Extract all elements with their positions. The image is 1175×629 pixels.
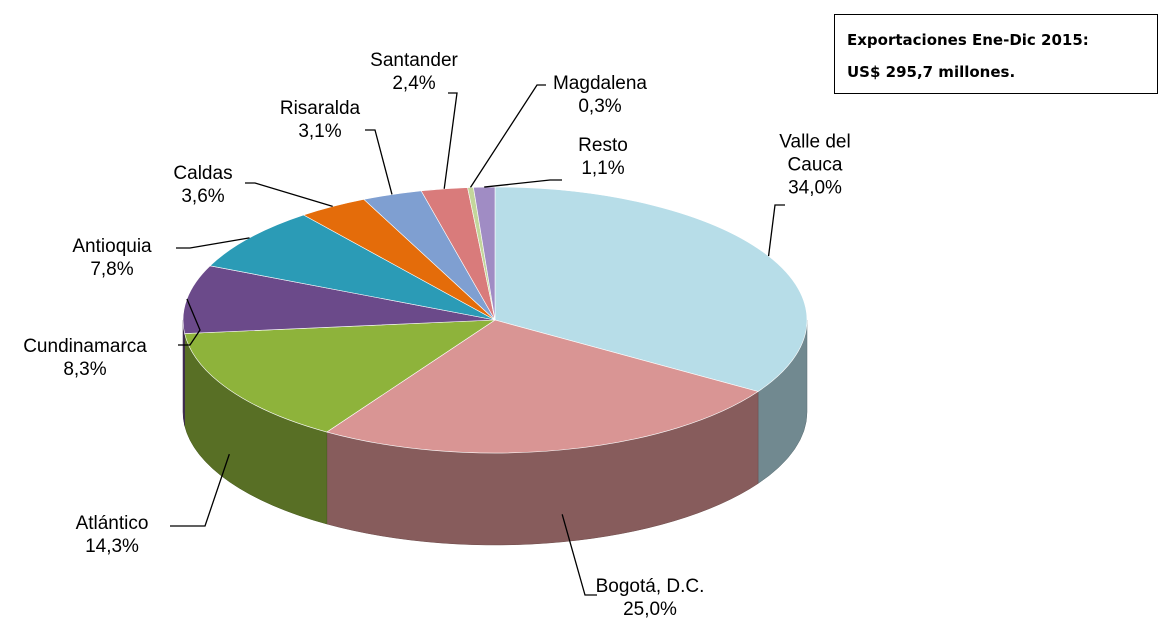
data-label: Atlántico 14,3% [76, 512, 149, 558]
annotation-line: US$ 295,7 millones. [847, 63, 1016, 81]
category-label: Atlántico [75, 513, 149, 534]
leader-line [484, 179, 562, 188]
category-label: Antioquia [72, 236, 152, 257]
leader-line [365, 129, 393, 195]
tops [182, 186, 808, 454]
category-label: Resto [578, 135, 628, 156]
value-label: 25,0% [623, 599, 677, 620]
annotation-box: Exportaciones Ene-Dic 2015: US$ 295,7 mi… [834, 14, 1158, 94]
category-label: Santander [370, 50, 458, 71]
category-label: Caldas [173, 163, 233, 184]
slice [494, 186, 808, 392]
leader-line [178, 298, 201, 346]
leader-line [561, 514, 597, 596]
slice [209, 214, 496, 321]
value-label: 1,1% [581, 158, 625, 179]
value-label: 2,4% [392, 73, 436, 94]
slice-side [182, 319, 185, 426]
data-label: Santander 2,4% [370, 49, 458, 95]
leaders [170, 84, 785, 596]
value-label: 3,1% [298, 121, 342, 142]
slice [182, 265, 496, 334]
data-label: Magdalena 0,3% [553, 72, 647, 118]
data-label: Valle del Cauca 34,0% [765, 131, 865, 200]
category-label: Cundinamarca [23, 336, 147, 357]
value-label: 8,3% [63, 359, 107, 380]
category-label: Valle del Cauca [779, 131, 851, 176]
leader-line [443, 92, 458, 189]
value-label: 7,8% [90, 259, 134, 280]
value-label: 14,3% [85, 536, 139, 557]
data-label: Cundinamarca 8,3% [23, 335, 147, 381]
slice [326, 319, 759, 454]
data-label: Antioquia 7,8% [72, 235, 151, 281]
leader-line [767, 204, 785, 257]
leader-line [245, 182, 333, 208]
leader-line [469, 84, 546, 188]
value-label: 34,0% [788, 177, 842, 199]
leader-line [170, 453, 230, 527]
leader-line [176, 237, 250, 249]
value-label: 0,3% [578, 96, 622, 117]
data-label: Bogotá, D.C. 25,0% [596, 575, 705, 621]
data-label: Resto 1,1% [578, 134, 628, 180]
annotation-line: Exportaciones Ene-Dic 2015: [847, 31, 1089, 49]
data-label: Risaralda 3,1% [280, 97, 360, 143]
category-label: Bogotá, D.C. [595, 576, 705, 597]
category-label: Risaralda [279, 98, 361, 119]
data-label: Caldas 3,6% [173, 162, 232, 208]
category-label: Magdalena [552, 73, 648, 94]
value-label: 3,6% [181, 186, 225, 207]
